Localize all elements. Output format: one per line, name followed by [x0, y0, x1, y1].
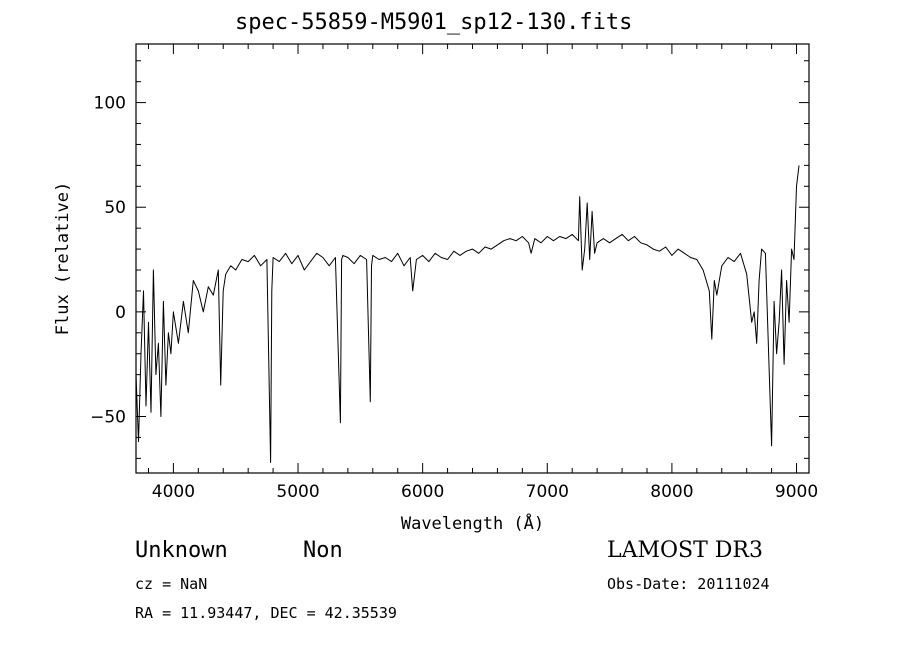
observation-date: Obs-Date: 20111024 [607, 575, 770, 593]
chart-title: spec-55859-M5901_sp12-130.fits [235, 10, 633, 35]
y-tick-label: 100 [94, 94, 126, 114]
x-tick-label: 5000 [276, 482, 319, 502]
redshift-value: cz = NaN [135, 575, 208, 593]
y-tick-label: 0 [115, 303, 126, 323]
object-subclass: Non [303, 538, 343, 563]
plot-frame [135, 43, 810, 474]
x-axis-label: Wavelength (Å) [401, 512, 544, 534]
x-tick-label: 9000 [775, 482, 818, 502]
x-tick-label: 7000 [526, 482, 569, 502]
y-tick-label: −50 [90, 407, 126, 427]
survey-name: LAMOST DR3 [607, 538, 763, 563]
y-axis-label: Flux (relative) [53, 182, 73, 336]
y-tick-label: 50 [104, 198, 126, 218]
object-type: Unknown [135, 538, 228, 563]
coordinates: RA = 11.93447, DEC = 42.35539 [135, 604, 397, 622]
flux-series-line [135, 165, 800, 463]
x-tick-label: 8000 [650, 482, 693, 502]
x-tick-label: 4000 [152, 482, 195, 502]
x-tick-label: 6000 [401, 482, 444, 502]
